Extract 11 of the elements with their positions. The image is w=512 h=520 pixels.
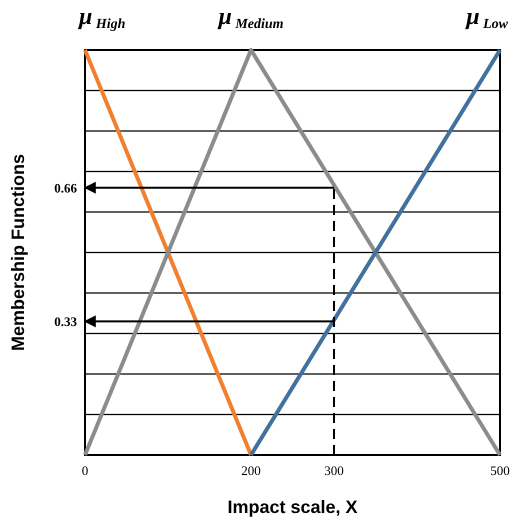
y-axis-title: Membership Functions [8, 154, 28, 352]
x-tick-label: 0 [82, 463, 88, 478]
x-tick-label: 300 [324, 463, 344, 478]
series-label: μ$_{High}$ [77, 4, 126, 32]
series-label: μ$_{Medium}$ [216, 4, 284, 32]
series-label: μ$_{Low}$ [464, 4, 509, 32]
x-axis-title: Impact scale, X [227, 497, 358, 517]
x-tick-label: 200 [241, 463, 261, 478]
y-tick-label: 0.33 [54, 314, 78, 329]
y-tick-label: 0.66 [54, 180, 78, 196]
x-tick-label: 500 [490, 463, 510, 478]
